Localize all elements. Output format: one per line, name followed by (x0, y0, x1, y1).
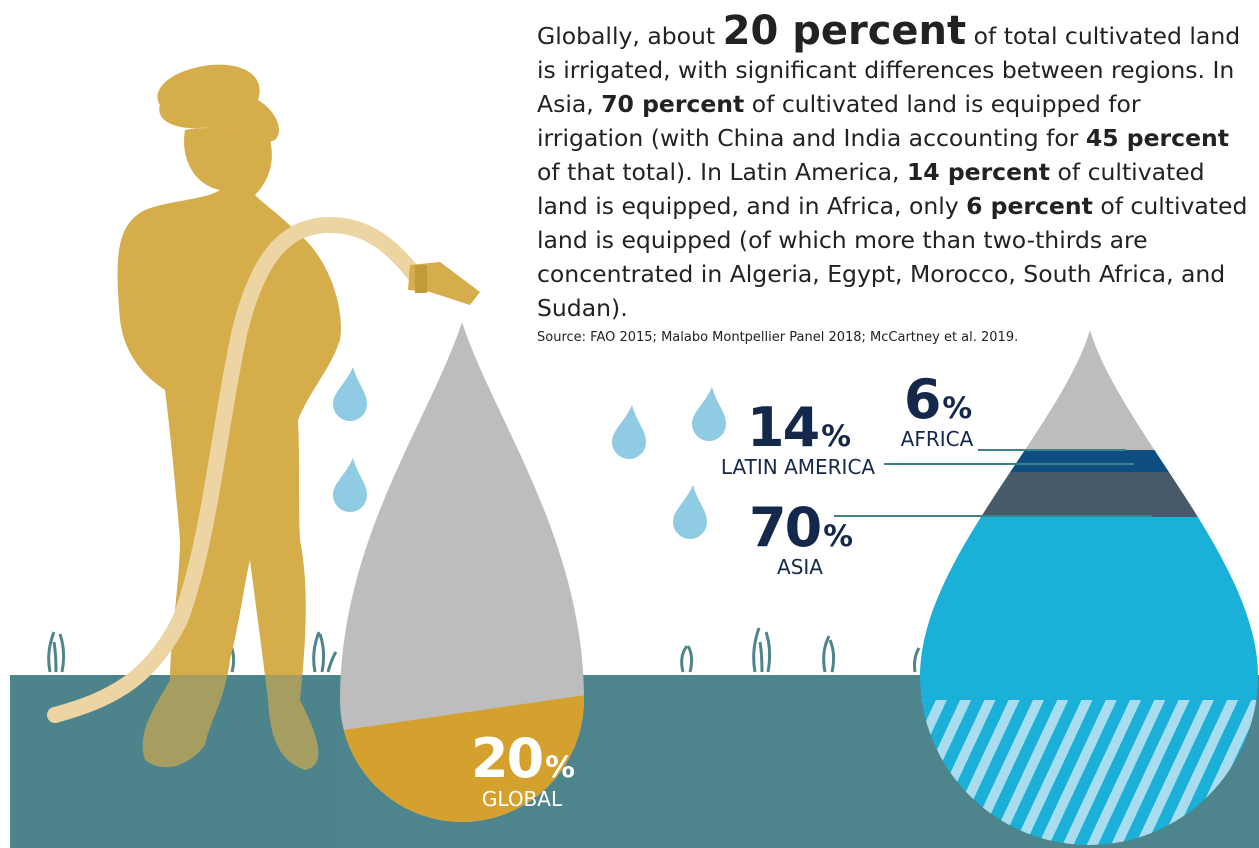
unit: % (821, 419, 850, 454)
unit: % (942, 391, 971, 426)
unit: % (823, 519, 852, 554)
description: Globally, about 20 percent of total cult… (537, 11, 1252, 325)
highlight: 45 percent (1085, 124, 1229, 152)
text: of cultivated land is equipped, and in A… (537, 158, 1205, 220)
highlight: 6 percent (966, 192, 1093, 220)
text: of cultivated land is equipped (of which… (537, 192, 1248, 322)
farmer (117, 64, 341, 771)
callout-value: 6% (904, 368, 972, 431)
value: 6 (904, 368, 940, 431)
callout-label: ASIA (777, 555, 823, 579)
text: Globally, about (537, 22, 723, 50)
grass (47, 627, 921, 673)
value: 20 (471, 727, 542, 790)
callout-value: 20% (471, 727, 574, 790)
hose (47, 216, 423, 723)
callout-label: LATIN AMERICA (721, 455, 875, 479)
water-drops (333, 367, 726, 539)
callout-label: GLOBAL (482, 787, 563, 811)
leader-lines (834, 449, 1152, 517)
value: 70 (749, 496, 820, 559)
callout-value: 14% (747, 396, 850, 459)
nozzle (408, 262, 480, 305)
text: of total cultivated land is irrigated, w… (537, 22, 1241, 118)
unit: % (545, 750, 574, 785)
highlight: 20 percent (722, 8, 967, 54)
text: of that total). In Latin America, (537, 158, 907, 186)
value: 14 (747, 396, 819, 459)
callout-value: 70% (749, 496, 852, 559)
highlight: 70 percent (601, 90, 745, 118)
source: Source: FAO 2015; Malabo Montpellier Pan… (537, 330, 1019, 345)
ground-shadow (10, 675, 340, 848)
callout-label: AFRICA (901, 427, 974, 451)
text: of cultivated land is equipped for irrig… (537, 90, 1141, 152)
highlight: 14 percent (906, 158, 1051, 186)
